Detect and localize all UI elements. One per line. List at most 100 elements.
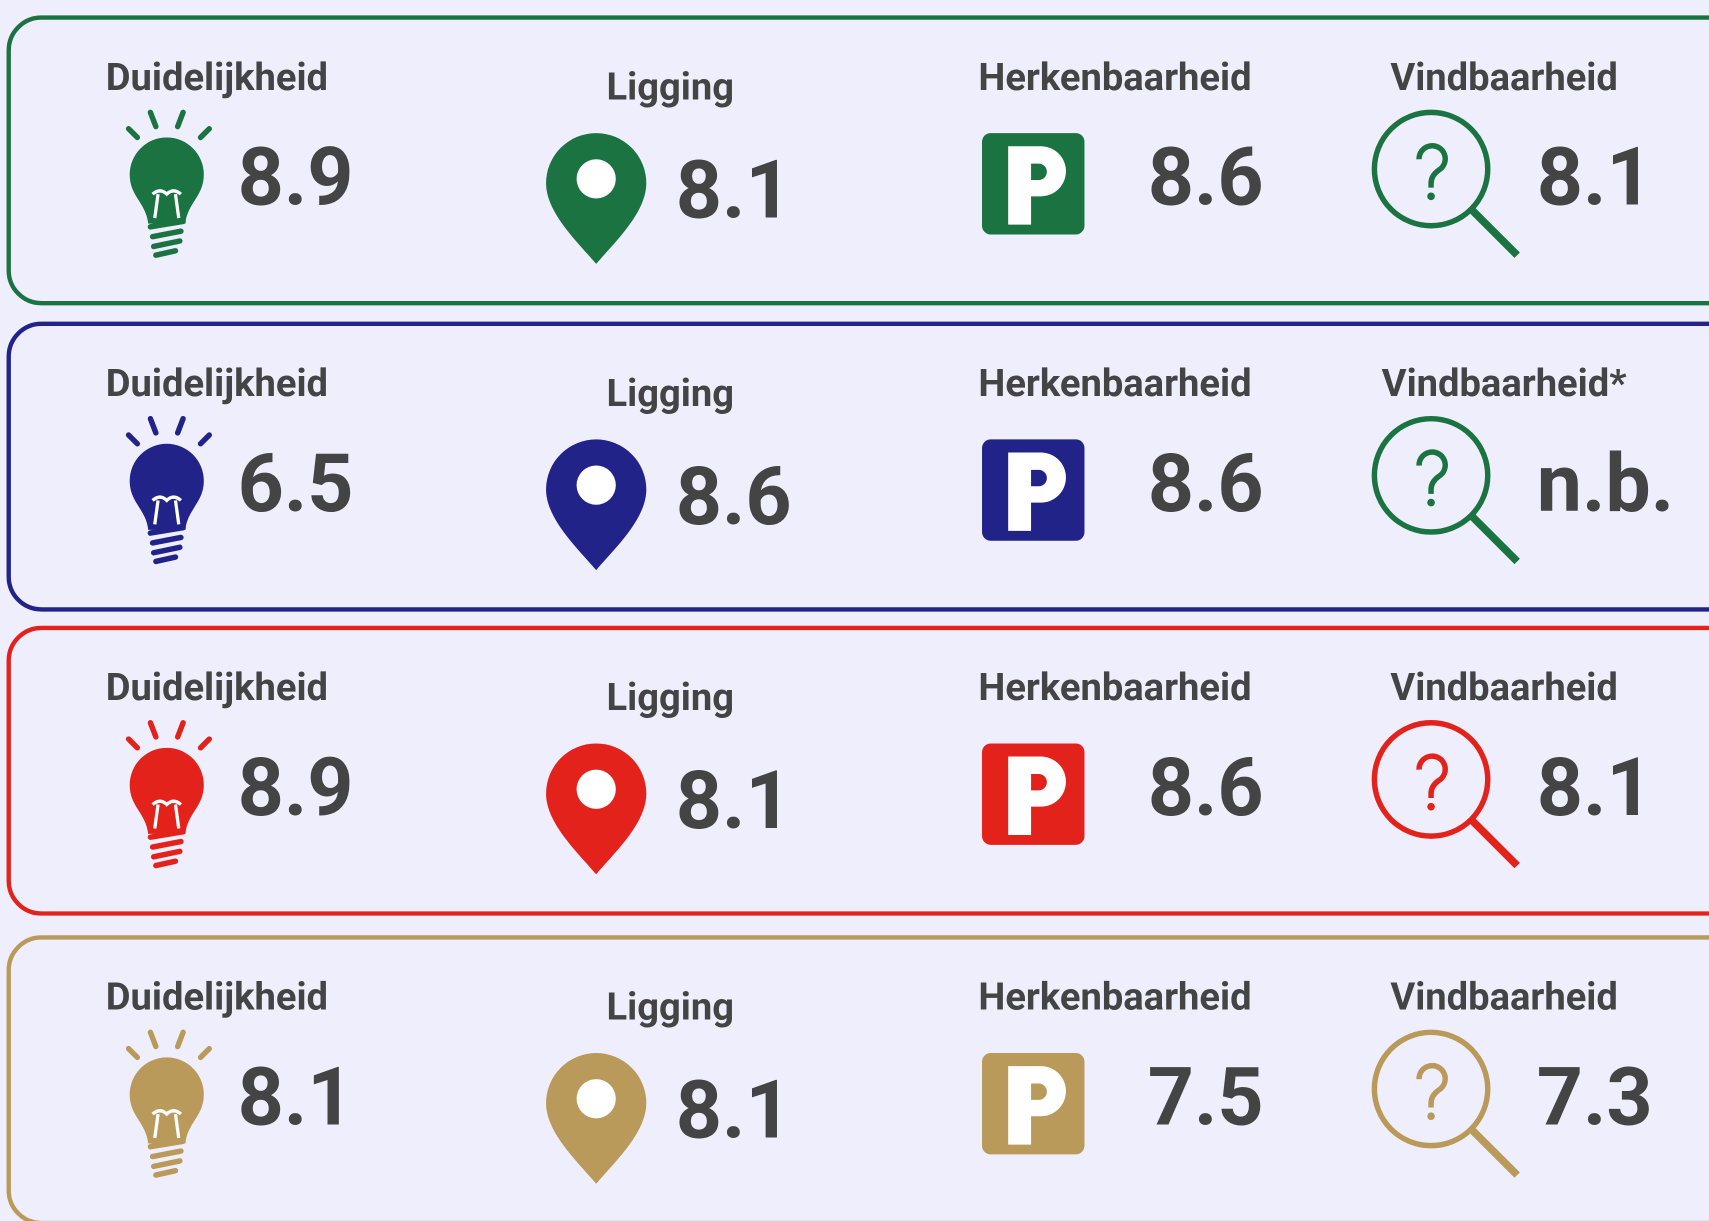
bulb-screw [147,524,186,536]
magnifier-lens [1371,720,1491,839]
bulb-screw [149,838,184,850]
row-frame [6,321,1709,612]
magnifier-lens [1371,1029,1491,1149]
score-row: Duidelijkheid 8.1 Ligging 8.1 Herkenbaarheid… [6,935,1709,1221]
bulb-ray [125,432,141,447]
score-item: Duidelijkheid 8.9 [106,666,354,869]
item-score: 7.3 [1537,1049,1653,1144]
bulb-ray [197,126,212,141]
item-label: Herkenbaarheid [978,976,1251,1020]
bulb-screw [153,554,179,565]
bulb-filament [151,1109,182,1139]
item-score: 7.5 [1148,1049,1264,1144]
bulb [129,747,204,834]
item-label: Herkenbaarheid [978,56,1251,100]
bulb-ray [174,720,186,740]
score-item: Herkenbaarheid 8.6 [978,56,1264,235]
item-score: 8.1 [676,143,792,238]
item-score: 8.9 [238,130,354,225]
question-dot [1427,498,1435,507]
parking-letter [1008,146,1066,225]
bulb-ray [174,415,186,436]
item-label: Duidelijkheid [106,666,328,710]
magnifier-handle [1468,206,1520,258]
score-item: Vindbaarheid* n.b. [1371,362,1674,565]
score-item: Vindbaarheid 8.1 [1371,56,1653,258]
item-label: Duidelijkheid [106,976,328,1020]
pin [546,1053,647,1184]
score-item: Vindbaarheid 7.3 [1371,976,1653,1178]
item-label: Vindbaarheid [1390,976,1618,1020]
score-item: Ligging 8.1 [546,66,792,264]
bulb [129,137,204,224]
item-label: Herkenbaarheid [978,666,1251,710]
question-dot [1427,192,1435,201]
bulb-filament [151,495,182,525]
question-dot [1427,802,1435,811]
item-score: 8.1 [238,1049,354,1144]
bulb-ray [174,109,186,130]
score-item: Herkenbaarheid 8.6 [978,666,1264,845]
bulb-screw [147,829,186,840]
item-score: 8.6 [1148,436,1264,531]
item-score: 8.1 [676,753,792,848]
row-frame [6,625,1709,916]
item-label: Ligging [607,676,735,720]
bulb-screw [153,858,179,869]
score-item: Herkenbaarheid 7.5 [978,976,1264,1155]
item-score: 8.1 [1537,130,1653,225]
row-frame [6,15,1709,306]
item-label: Ligging [607,372,735,416]
pin-hole [576,159,616,199]
item-score: 8.1 [1537,740,1653,835]
pin-hole [576,465,616,505]
bulb-ray [197,1045,212,1061]
bulb-screw [153,248,179,258]
magnifier-lens [1371,109,1491,229]
score-item: Ligging 8.1 [546,676,792,875]
bulb-screw [147,218,186,230]
bulb-ray [125,736,141,751]
score-row: Duidelijkheid 8.9 Ligging 8.1 Herkenbaarheid… [6,625,1709,916]
bulb [129,443,204,530]
score-item: Ligging 8.1 [546,985,792,1184]
bulb-ray [147,1029,159,1050]
magnifier-lens [1371,415,1491,535]
magnifier-handle [1468,1126,1520,1178]
bulb-ray [147,109,159,130]
item-label: Duidelijkheid [106,56,328,100]
bulb-ray [147,720,159,740]
bulb-screw [147,1138,186,1150]
question-mark [1416,449,1448,494]
pin [546,439,647,571]
score-item: Herkenbaarheid 8.6 [978,362,1264,541]
score-item: Duidelijkheid 8.9 [106,56,354,258]
question-mark [1416,1062,1448,1108]
bulb-screw [149,1148,184,1160]
row-frame [6,935,1709,1221]
bulb-screw [149,228,184,240]
score-row: Duidelijkheid 8.9 Ligging 8.1 Herkenbaarheid… [6,15,1709,306]
bulb-screw [150,544,183,556]
item-label: Duidelijkheid [106,362,328,406]
bulb-ray [174,1029,186,1050]
bulb [129,1057,204,1144]
item-score: 8.6 [676,449,792,544]
bulb-ray [197,736,212,751]
magnifier-handle [1468,817,1520,869]
bulb-ray [125,1045,141,1061]
pin-hole [576,1079,616,1119]
score-item: Duidelijkheid 8.1 [106,976,354,1178]
bulb-ray [197,432,212,447]
score-item: Ligging 8.6 [546,372,792,571]
score-row: Duidelijkheid6.5Ligging8.6Herkenbaarheid… [6,321,1709,612]
item-score: 6.5 [238,436,354,531]
parking-letter [1008,1066,1066,1145]
bulb-screw [150,238,183,250]
item-score: n.b. [1537,436,1674,531]
bulb-screw [150,1158,183,1170]
question-mark [1416,753,1448,798]
parking-letter [1008,452,1066,531]
question-dot [1427,1112,1435,1121]
